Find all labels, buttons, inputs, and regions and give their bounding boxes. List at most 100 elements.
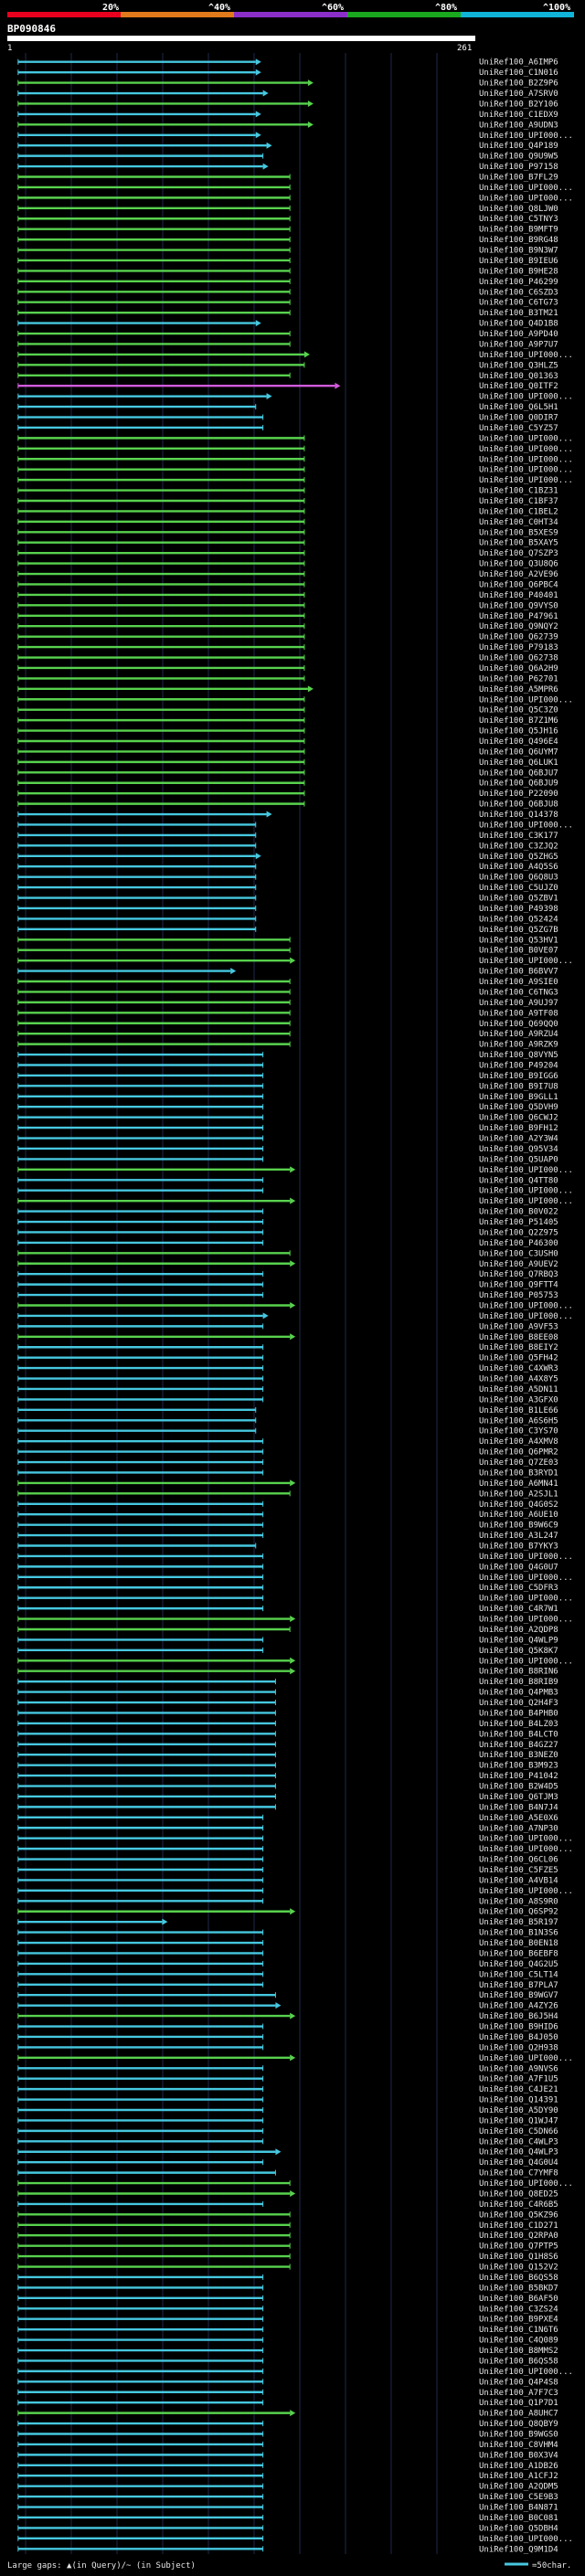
- hit-label[interactable]: UniRef100_A9VF53: [479, 1322, 558, 1331]
- hit-label[interactable]: UniRef100_B6EBF8: [479, 1949, 558, 1958]
- hit-label[interactable]: UniRef100_Q4PMB3: [479, 1689, 558, 1698]
- hit-label[interactable]: UniRef100_C3USH0: [479, 1249, 558, 1258]
- alignment-row[interactable]: UniRef100_B4LZ03: [17, 1720, 558, 1729]
- alignment-row[interactable]: UniRef100_C3ZS24: [17, 2305, 558, 2314]
- hit-label[interactable]: UniRef100_Q152V2: [479, 2263, 558, 2273]
- hit-label[interactable]: UniRef100_Q14378: [479, 811, 558, 820]
- alignment-row[interactable]: UniRef100_Q6A2H9: [17, 664, 558, 673]
- alignment-row[interactable]: UniRef100_B6AF50: [17, 2295, 558, 2304]
- alignment-row[interactable]: UniRef100_Q6SP92: [17, 1908, 558, 1917]
- hit-label[interactable]: UniRef100_Q5C3Z0: [479, 706, 558, 716]
- hit-label[interactable]: UniRef100_B8EIY2: [479, 1343, 558, 1352]
- alignment-row[interactable]: UniRef100_Q9M1D4: [17, 2545, 558, 2554]
- hit-label[interactable]: UniRef100_A7NP30: [479, 1824, 558, 1833]
- alignment-row[interactable]: UniRef100_B1N3S6: [17, 1929, 558, 1938]
- hit-label[interactable]: UniRef100_A5DN11: [479, 1385, 558, 1394]
- hit-label[interactable]: UniRef100_Q01363: [479, 372, 558, 381]
- alignment-row[interactable]: UniRef100_C4JE21: [17, 2085, 558, 2094]
- hit-label[interactable]: UniRef100_A9SIE0: [479, 978, 558, 987]
- alignment-row[interactable]: UniRef100_Q3HLZ5: [17, 361, 558, 370]
- alignment-row[interactable]: UniRef100_Q8LJW0: [17, 205, 558, 214]
- hit-label[interactable]: UniRef100_A3GFX0: [479, 1395, 558, 1405]
- alignment-row[interactable]: UniRef100_UPI000...: [17, 466, 573, 475]
- alignment-row[interactable]: UniRef100_UPI000...: [17, 1887, 573, 1896]
- alignment-row[interactable]: UniRef100_Q5ZBV1: [17, 895, 558, 904]
- hit-label[interactable]: UniRef100_A2QDM5: [479, 2483, 558, 2492]
- alignment-row[interactable]: UniRef100_P40401: [17, 591, 558, 600]
- alignment-row[interactable]: UniRef100_UPI000...: [17, 434, 573, 443]
- hit-label[interactable]: UniRef100_A9RZK9: [479, 1041, 558, 1050]
- alignment-row[interactable]: UniRef100_B5R197: [17, 1918, 558, 1927]
- alignment-row[interactable]: UniRef100_UPI000...: [17, 132, 573, 141]
- hit-label[interactable]: UniRef100_C6SZD3: [479, 288, 558, 297]
- hit-label[interactable]: UniRef100_Q5UAP0: [479, 1155, 558, 1164]
- alignment-row[interactable]: UniRef100_A2SJL1: [17, 1489, 558, 1499]
- alignment-row[interactable]: UniRef100_Q1H8S6: [17, 2253, 558, 2262]
- hit-label[interactable]: UniRef100_Q2RPA0: [479, 2231, 558, 2241]
- alignment-row[interactable]: UniRef100_P41042: [17, 1772, 558, 1781]
- alignment-row[interactable]: UniRef100_UPI000...: [17, 1657, 573, 1666]
- alignment-row[interactable]: UniRef100_Q6PBC4: [17, 580, 558, 589]
- hit-label[interactable]: UniRef100_Q4WLP9: [479, 1636, 558, 1645]
- hit-label[interactable]: UniRef100_Q4G0U7: [479, 1563, 558, 1572]
- hit-label[interactable]: UniRef100_P47961: [479, 612, 558, 621]
- alignment-row[interactable]: UniRef100_Q9U9W5: [17, 153, 558, 162]
- alignment-row[interactable]: UniRef100_B4N7J4: [17, 1803, 558, 1812]
- hit-label[interactable]: UniRef100_P97158: [479, 163, 558, 172]
- hit-label[interactable]: UniRef100_B4LZ03: [479, 1720, 558, 1729]
- hit-label[interactable]: UniRef100_Q6PBC4: [479, 580, 558, 589]
- hit-label[interactable]: UniRef100_Q8QBY9: [479, 2420, 558, 2429]
- hit-label[interactable]: UniRef100_B3RYD1: [479, 1468, 558, 1478]
- hit-label[interactable]: UniRef100_B6J5H4: [479, 2012, 558, 2021]
- alignment-row[interactable]: UniRef100_A5DN11: [17, 1385, 558, 1394]
- alignment-row[interactable]: UniRef100_Q6Q8U3: [17, 874, 558, 883]
- hit-label[interactable]: UniRef100_C4XWR3: [479, 1364, 558, 1373]
- hit-label[interactable]: UniRef100_B5BKD7: [479, 2284, 558, 2293]
- hit-label[interactable]: UniRef100_Q69QQ0: [479, 1020, 558, 1029]
- alignment-row[interactable]: UniRef100_A4Q5S6: [17, 863, 558, 872]
- alignment-row[interactable]: UniRef100_UPI000...: [17, 1845, 573, 1854]
- hit-label[interactable]: UniRef100_B9N3W7: [479, 247, 558, 256]
- alignment-row[interactable]: UniRef100_UPI000...: [17, 1616, 573, 1625]
- hit-label[interactable]: UniRef100_UPI000...: [479, 1187, 573, 1196]
- hit-label[interactable]: UniRef100_A6S6H5: [479, 1416, 558, 1426]
- hit-label[interactable]: UniRef100_A5MPR6: [479, 685, 558, 694]
- hit-label[interactable]: UniRef100_Q5ZBV1: [479, 895, 558, 904]
- alignment-row[interactable]: UniRef100_B8EE08: [17, 1333, 558, 1342]
- alignment-row[interactable]: UniRef100_Q7RBQ3: [17, 1270, 558, 1279]
- hit-label[interactable]: UniRef100_Q0DIR7: [479, 414, 558, 423]
- alignment-row[interactable]: UniRef100_C3K177: [17, 832, 558, 841]
- hit-label[interactable]: UniRef100_UPI000...: [479, 957, 573, 966]
- hit-label[interactable]: UniRef100_C4R6B5: [479, 2200, 558, 2210]
- hit-label[interactable]: UniRef100_B5XAY5: [479, 539, 558, 548]
- alignment-row[interactable]: UniRef100_UPI000...: [17, 351, 573, 360]
- alignment-row[interactable]: UniRef100_Q4G0S2: [17, 1500, 558, 1510]
- alignment-row[interactable]: UniRef100_A9UEV2: [17, 1260, 558, 1269]
- hit-label[interactable]: UniRef100_Q6L5H1: [479, 403, 558, 412]
- alignment-row[interactable]: UniRef100_Q7ZE03: [17, 1458, 558, 1468]
- alignment-row[interactable]: UniRef100_Q8QBY9: [17, 2420, 558, 2429]
- alignment-row[interactable]: UniRef100_C6SZD3: [17, 288, 558, 297]
- alignment-row[interactable]: UniRef100_B4LCT0: [17, 1730, 558, 1739]
- alignment-row[interactable]: UniRef100_UPI000...: [17, 2054, 573, 2063]
- hit-label[interactable]: UniRef100_A9PD40: [479, 330, 558, 339]
- alignment-row[interactable]: UniRef100_B0C081: [17, 2514, 558, 2523]
- alignment-row[interactable]: UniRef100_Q5UAP0: [17, 1155, 558, 1164]
- alignment-row[interactable]: UniRef100_B9HID6: [17, 2023, 558, 2032]
- alignment-row[interactable]: UniRef100_UPI000...: [17, 476, 573, 485]
- alignment-row[interactable]: UniRef100_B9FH12: [17, 1124, 558, 1133]
- hit-label[interactable]: UniRef100_C6TNG3: [479, 988, 558, 997]
- alignment-row[interactable]: UniRef100_B0VE07: [17, 947, 558, 956]
- alignment-row[interactable]: UniRef100_UPI000...: [17, 2535, 573, 2544]
- hit-label[interactable]: UniRef100_B0VE07: [479, 947, 558, 956]
- alignment-row[interactable]: UniRef100_C5E9B3: [17, 2493, 558, 2502]
- hit-label[interactable]: UniRef100_Q53HV1: [479, 936, 558, 945]
- hit-label[interactable]: UniRef100_UPI000...: [479, 1616, 573, 1625]
- hit-label[interactable]: UniRef100_A9UEV2: [479, 1260, 558, 1269]
- hit-label[interactable]: UniRef100_Q3HLZ5: [479, 361, 558, 370]
- hit-label[interactable]: UniRef100_Q5DBH4: [479, 2524, 558, 2533]
- hit-label[interactable]: UniRef100_A6MN41: [479, 1479, 558, 1489]
- hit-label[interactable]: UniRef100_P49204: [479, 1061, 558, 1070]
- hit-label[interactable]: UniRef100_Q4G0U4: [479, 2158, 558, 2168]
- alignment-row[interactable]: UniRef100_B9GLL1: [17, 1093, 558, 1102]
